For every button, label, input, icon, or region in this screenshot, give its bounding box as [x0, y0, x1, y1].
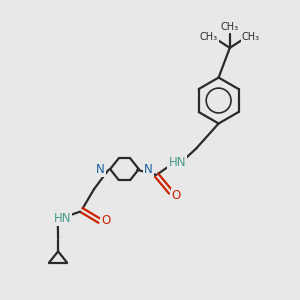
- Text: HN: HN: [168, 156, 186, 169]
- Text: HN: HN: [53, 212, 71, 225]
- Text: CH₃: CH₃: [200, 32, 218, 42]
- Text: CH₃: CH₃: [242, 32, 260, 42]
- Text: N: N: [144, 163, 153, 176]
- Text: O: O: [172, 189, 181, 202]
- Text: CH₃: CH₃: [221, 22, 239, 32]
- Text: N: N: [96, 163, 105, 176]
- Text: O: O: [101, 214, 111, 227]
